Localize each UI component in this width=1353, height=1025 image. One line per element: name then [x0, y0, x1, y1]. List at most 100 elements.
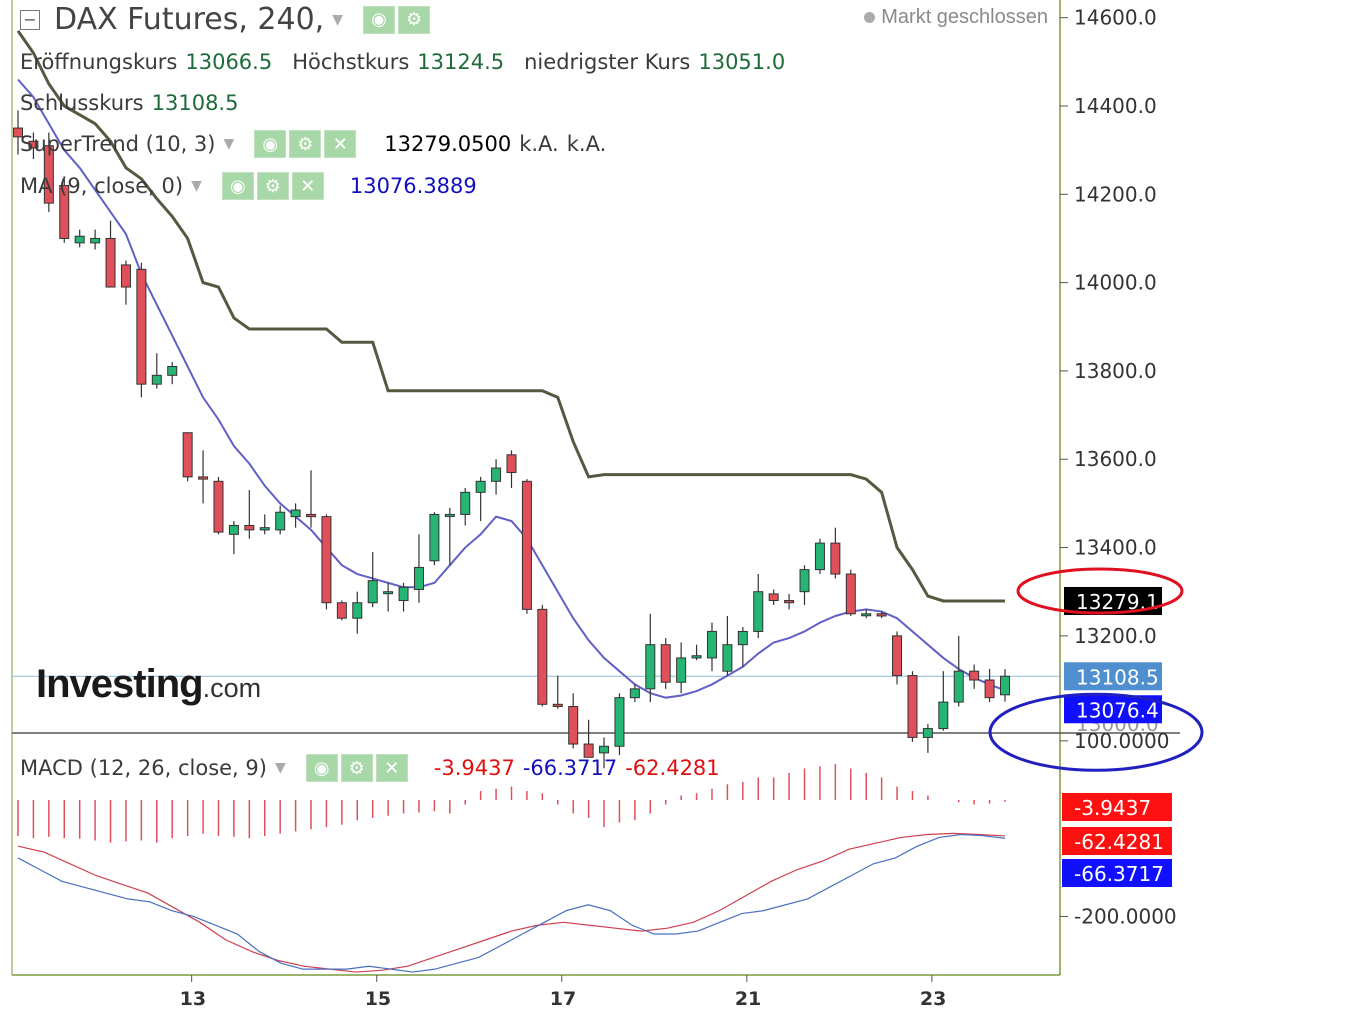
ohlc-row-2: Schlusskurs 13108.5 — [20, 91, 238, 115]
candle-body — [336, 602, 347, 619]
macd-badge-signal-bg — [1062, 827, 1172, 855]
candle-body — [213, 480, 224, 533]
candle-body — [722, 644, 733, 672]
candle-body — [59, 184, 70, 239]
eye-icon[interactable]: ◉ — [221, 172, 254, 200]
chevron-down-icon[interactable]: ▼ — [274, 760, 286, 776]
candle-body — [244, 524, 255, 531]
supertrend-legend: SuperTrend (10, 3) ▼ ◉ ⚙ ✕ 13279.0500 k.… — [20, 130, 606, 158]
macd-y-tick-label: 100.0000 — [1074, 729, 1169, 753]
close-label: Schlusskurs — [20, 91, 144, 115]
close-value: 13108.5 — [151, 91, 239, 115]
gear-icon[interactable]: ⚙ — [289, 130, 322, 158]
gear-icon[interactable]: ⚙ — [398, 5, 431, 34]
candle-body — [784, 600, 795, 604]
candle-body — [352, 602, 363, 619]
supertrend-extra-1: k.A. — [519, 132, 559, 156]
y-tick-label: 14000.0 — [1074, 271, 1157, 295]
macd-line — [17, 833, 1006, 973]
y-tick-label: 13200.0 — [1074, 624, 1157, 648]
candle-body — [74, 235, 85, 244]
candle-body — [876, 613, 887, 617]
macd-signal-value: -62.4281 — [625, 756, 720, 780]
candle-body — [706, 630, 717, 659]
x-tick-label: 15 — [365, 988, 391, 1010]
ma-legend: MA (9, close, 0) ▼ ◉ ⚙ ✕ 13076.3889 — [20, 172, 477, 200]
macd-legend: MACD (12, 26, close, 9) ▼ ◉ ⚙ ✕ -3.9437 … — [20, 754, 720, 782]
low-label: niedrigster Kurs — [524, 50, 691, 74]
candle-body — [691, 655, 702, 659]
title-controls: ◉ ⚙ — [363, 5, 431, 34]
candle-body — [583, 743, 594, 758]
y-tick-label: 14200.0 — [1074, 182, 1157, 206]
ma-controls: ◉ ⚙ ✕ — [221, 172, 324, 200]
close-icon[interactable]: ✕ — [291, 172, 324, 200]
macd-line-value: -66.3717 — [522, 756, 618, 780]
gear-icon[interactable]: ⚙ — [340, 754, 373, 782]
low-value: 13051.0 — [698, 50, 786, 74]
market-status-text: Markt geschlossen — [881, 6, 1048, 28]
candle-body — [907, 675, 918, 738]
y-tick-label: 14600.0 — [1074, 6, 1157, 30]
candle-body — [259, 527, 270, 531]
x-tick-label: 13 — [180, 988, 206, 1010]
candle-body — [845, 573, 856, 615]
chart-title: DAX Futures, 240, — [54, 2, 325, 37]
eye-icon[interactable]: ◉ — [305, 754, 338, 782]
y-tick-label: 13400.0 — [1074, 536, 1157, 560]
candle-body — [90, 237, 101, 244]
eye-icon[interactable]: ◉ — [363, 5, 396, 34]
candle-body — [599, 745, 610, 754]
close-icon[interactable]: ✕ — [375, 754, 408, 782]
macd-badge-hist-bg — [1062, 793, 1172, 821]
candle-body — [383, 591, 394, 595]
minus-box-icon[interactable]: − — [20, 9, 40, 30]
open-value: 13066.5 — [185, 50, 273, 74]
logo-suffix: .com — [202, 673, 262, 703]
eye-icon[interactable]: ◉ — [254, 130, 287, 158]
candle-body — [228, 524, 239, 535]
investing-logo: Investing.com — [36, 662, 261, 707]
candle-body — [275, 511, 286, 531]
candle-body — [953, 670, 964, 703]
ohlc-row-1: Eröffnungskurs 13066.5 Höchstkurs 13124.… — [20, 50, 785, 74]
x-tick-label: 23 — [920, 988, 946, 1010]
candle-body — [182, 432, 193, 478]
candle-body — [645, 644, 656, 690]
candle-body — [306, 513, 317, 518]
high-label: Höchstkurs — [292, 50, 410, 74]
y-tick-label: 14400.0 — [1074, 94, 1157, 118]
macd-y-tick-label: -200.0000 — [1074, 904, 1177, 928]
status-dot-icon — [864, 12, 876, 23]
candle-body — [768, 593, 779, 602]
candle-body — [28, 140, 39, 149]
candle-body — [290, 509, 301, 518]
y-tick-label: 13600.0 — [1074, 447, 1157, 471]
candle-body — [367, 580, 378, 604]
candle-body — [629, 688, 640, 699]
chevron-down-icon[interactable]: ▼ — [223, 136, 235, 152]
supertrend-line — [16, 30, 1005, 603]
candle-body — [429, 513, 440, 562]
high-value: 13124.5 — [417, 50, 505, 74]
candle-body — [676, 657, 687, 683]
candle-body — [521, 480, 532, 610]
candle-body — [984, 679, 995, 699]
macd-badge-macd-bg — [1062, 859, 1172, 887]
gear-icon[interactable]: ⚙ — [256, 172, 289, 200]
candle-body — [413, 566, 424, 590]
candle-body — [136, 268, 147, 385]
macd-badge-signal-label: -62.4281 — [1074, 830, 1164, 854]
supertrend-value: 13279.0500 — [384, 132, 512, 156]
title-row: − DAX Futures, 240, ▼ ◉ ⚙ — [20, 2, 431, 37]
candle-body — [444, 513, 455, 517]
chevron-down-icon[interactable]: ▼ — [191, 178, 202, 194]
open-label: Eröffnungskurs — [20, 50, 178, 74]
chevron-down-icon[interactable]: ▼ — [332, 11, 344, 28]
candle-body — [475, 480, 486, 493]
logo-brand: Investing — [36, 662, 204, 706]
candle-body — [460, 491, 471, 515]
candle-body — [938, 701, 949, 730]
close-icon[interactable]: ✕ — [324, 130, 357, 158]
candle-body — [614, 697, 625, 747]
